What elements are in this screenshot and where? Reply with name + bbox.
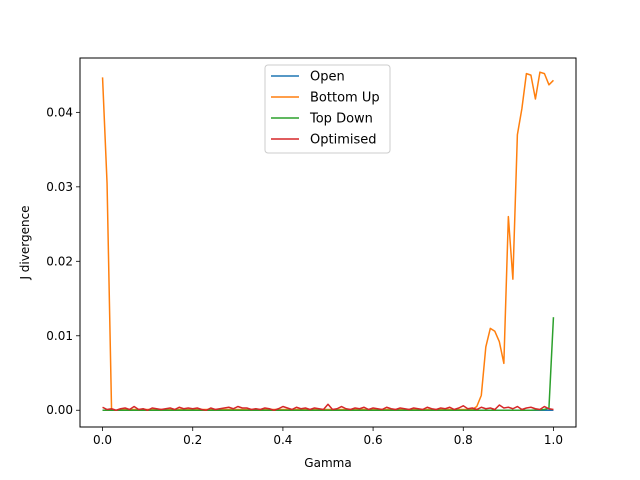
legend: Open Bottom Up Top Down Optimised bbox=[264, 64, 391, 154]
legend-label-1: Bottom Up bbox=[310, 91, 380, 106]
x-tick-label: 0.2 bbox=[183, 433, 202, 447]
y-axis-ticks: 0.00 0.01 0.02 0.03 0.04 bbox=[46, 105, 80, 417]
y-tick-label: 0.01 bbox=[46, 329, 73, 343]
axes-frame bbox=[79, 57, 577, 428]
x-tick-label: 0.8 bbox=[454, 433, 473, 447]
legend-box bbox=[264, 64, 391, 154]
x-tick-label: 1.0 bbox=[544, 433, 563, 447]
legend-label-0: Open bbox=[310, 70, 345, 85]
x-axis-label: Gamma bbox=[304, 456, 351, 470]
legend-label-3: Optimised bbox=[310, 133, 377, 148]
x-tick-label: 0.4 bbox=[273, 433, 292, 447]
y-tick-label: 0.02 bbox=[46, 254, 73, 268]
y-tick-label: 0.04 bbox=[46, 105, 73, 119]
series-layer bbox=[101, 71, 555, 411]
legend-label-2: Top Down bbox=[309, 112, 373, 127]
x-tick-label: 0.6 bbox=[364, 433, 383, 447]
x-axis-ticks: 0.0 0.2 0.4 0.6 0.8 1.0 bbox=[93, 427, 563, 447]
y-axis-label: J divergence bbox=[18, 205, 32, 280]
series-line-3 bbox=[102, 403, 554, 411]
y-tick-label: 0.03 bbox=[46, 180, 73, 194]
y-tick-label: 0.00 bbox=[46, 403, 73, 417]
x-tick-label: 0.0 bbox=[93, 433, 112, 447]
